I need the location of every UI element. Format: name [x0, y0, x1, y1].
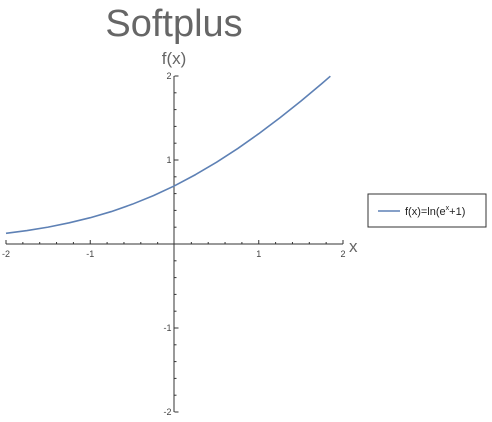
legend-label-superscript: x	[446, 205, 450, 212]
series-layer	[5, 75, 331, 235]
x-tick-label: -2	[2, 249, 10, 259]
chart-title: Softplus	[105, 3, 242, 45]
y-tick-label: -1	[163, 323, 171, 333]
y-tick-label: 1	[166, 155, 171, 165]
legend-entry-label: f(x)=ln(ex+1)	[405, 205, 465, 218]
x-axis-label: x	[349, 237, 358, 256]
legend: f(x)=ln(ex+1)	[367, 193, 487, 228]
x-tick-label: -1	[86, 249, 94, 259]
legend-label-prefix: f(x)=ln(e	[405, 206, 446, 218]
axis-tick-labels: -2 -1 1 2 2 1 -1 -2	[2, 71, 346, 417]
legend-label-suffix: +1)	[449, 206, 465, 218]
x-tick-label: 2	[340, 249, 345, 259]
axis-ticks	[5, 75, 344, 413]
series-line-softplus	[5, 75, 331, 235]
y-tick-label: -2	[163, 407, 171, 417]
x-tick-label: 1	[256, 249, 261, 259]
y-axis-label: f(x)	[162, 49, 187, 68]
y-tick-label: 2	[166, 71, 171, 81]
